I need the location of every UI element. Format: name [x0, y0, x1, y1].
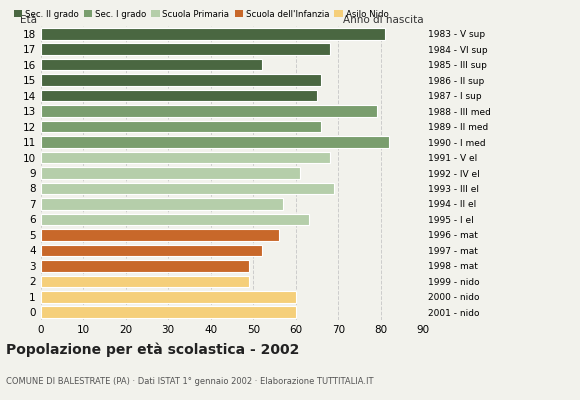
Bar: [41, 229, 279, 241]
Bar: [41, 291, 296, 302]
Bar: [41, 28, 385, 40]
Bar: [41, 121, 321, 132]
Bar: [41, 306, 296, 318]
Bar: [41, 105, 376, 117]
Bar: [41, 183, 334, 194]
Text: Età: Età: [20, 14, 37, 24]
Bar: [41, 136, 389, 148]
Bar: [41, 90, 317, 102]
Bar: [41, 74, 321, 86]
Text: Anno di nascita: Anno di nascita: [343, 14, 423, 24]
Text: Popolazione per età scolastica - 2002: Popolazione per età scolastica - 2002: [6, 342, 299, 357]
Legend: Sec. II grado, Sec. I grado, Scuola Primaria, Scuola dell'Infanzia, Asilo Nido: Sec. II grado, Sec. I grado, Scuola Prim…: [10, 6, 392, 22]
Bar: [41, 260, 249, 272]
Bar: [41, 244, 262, 256]
Bar: [41, 214, 309, 225]
Text: COMUNE DI BALESTRATE (PA) · Dati ISTAT 1° gennaio 2002 · Elaborazione TUTTITALIA: COMUNE DI BALESTRATE (PA) · Dati ISTAT 1…: [6, 377, 374, 386]
Bar: [41, 167, 300, 179]
Bar: [41, 59, 262, 70]
Bar: [41, 44, 330, 55]
Bar: [41, 198, 283, 210]
Bar: [41, 276, 249, 287]
Bar: [41, 152, 330, 163]
